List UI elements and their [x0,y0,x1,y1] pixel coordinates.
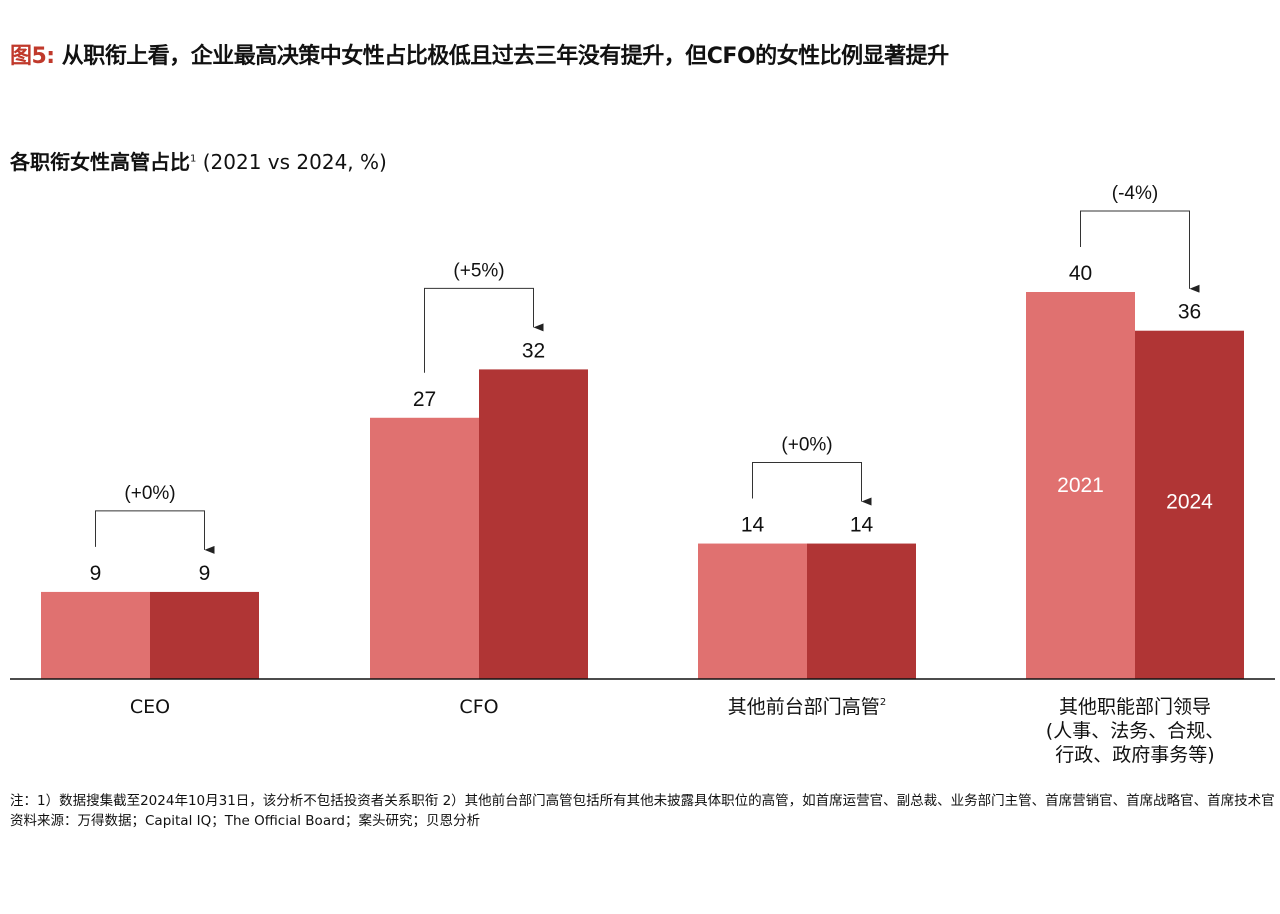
change-bracket [752,462,872,506]
note-text: 注：1）数据搜集截至2024年10月31日，该分析不包括投资者关系职衔 2）其他… [10,793,1275,809]
data-label: 14 [850,514,874,537]
figure-label: 图5: [10,44,55,69]
change-label: (-4%) [1112,183,1158,204]
legend-label-2021: 2021 [1057,474,1104,497]
legend-label-2024: 2024 [1166,491,1213,514]
data-label: 27 [413,388,436,411]
change-label: (+0%) [781,435,832,456]
change-label: (+5%) [453,260,504,281]
bar-2024 [807,543,916,679]
category-label-sup: 2 [880,697,886,708]
bar-chart: 9 9 (+0%) CEO 27 32 (+5%) CFO 14 14 (+0%) 其他前台部门高管2… [10,183,1275,766]
bar-2024 [1135,330,1244,679]
figure-title-text: 从职衔上看，企业最高决策中女性占比极低且过去三年没有提升，但CFO的女性比例显著… [54,44,949,69]
source-text: 资料来源：万得数据；Capital IQ；The Official Board；… [10,813,480,829]
chart-title-unit: (2021 vs 2024, %) [196,150,387,174]
data-label: 14 [741,514,765,537]
change-bracket [1080,210,1200,293]
data-label: 40 [1069,262,1092,285]
bar-2024 [479,369,588,679]
bar-2021 [370,417,479,679]
bar-2021 [41,591,150,679]
category-label: 行政、政府事务等) [1055,744,1214,766]
footnotes: 注：1）数据搜集截至2024年10月31日，该分析不包括投资者关系职衔 2）其他… [10,791,1275,831]
data-label: 9 [199,562,211,585]
category-label: CEO [130,696,170,718]
chart-title-sup: 1 [190,153,197,165]
bar-2024 [150,591,259,679]
data-label: 9 [90,562,102,585]
chart-title-text: 各职衔女性高管占比 [10,150,190,174]
category-label: 其他前台部门高管2 [728,696,886,718]
change-bracket [424,287,544,373]
category-label: 其他职能部门领导 [1059,696,1211,718]
change-label: (+0%) [124,483,175,504]
category-label: CFO [459,696,498,718]
chart-title: 各职衔女性高管占比1 (2021 vs 2024, %) [10,146,387,175]
data-label: 36 [1178,301,1201,324]
figure-title: 图5: 从职衔上看，企业最高决策中女性占比极低且过去三年没有提升，但CFO的女性… [10,38,949,70]
category-label: (人事、法务、合规、 [1046,720,1224,742]
bar-2021 [698,543,807,679]
change-bracket [95,510,215,554]
bar-2021 [1026,292,1135,679]
data-label: 32 [522,339,545,362]
